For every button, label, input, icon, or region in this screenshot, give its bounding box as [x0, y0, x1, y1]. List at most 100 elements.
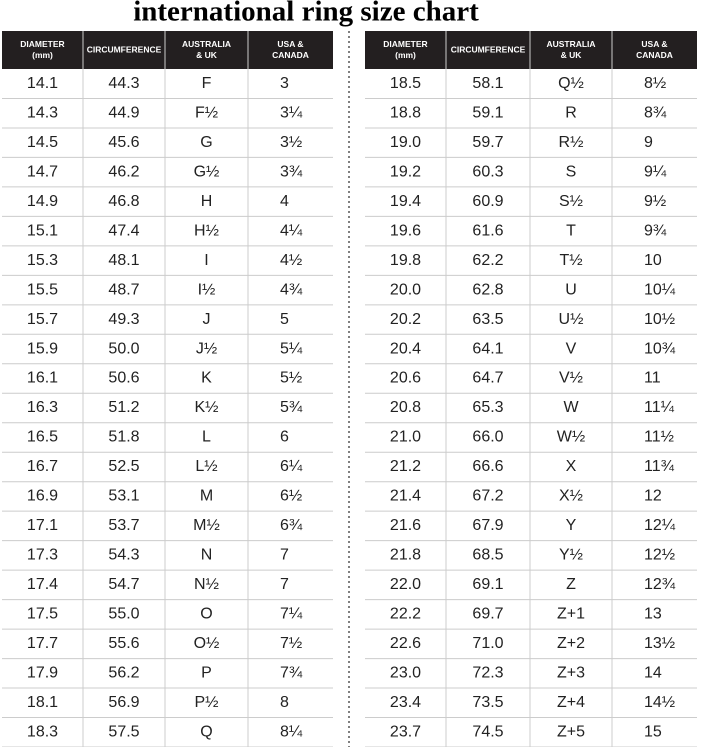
- cell: 61.6: [472, 222, 503, 239]
- cell: 50.0: [108, 340, 139, 357]
- cell: 23.0: [390, 665, 421, 682]
- cell: K: [201, 370, 212, 387]
- cell: 64.7: [472, 370, 503, 387]
- cell: L: [202, 429, 211, 446]
- cell: Q½: [558, 75, 584, 92]
- header-cell: (mm): [32, 50, 53, 60]
- cell: R½: [559, 134, 584, 151]
- cell: 56.2: [108, 665, 139, 682]
- cell: H½: [194, 222, 219, 239]
- cell: K½: [194, 399, 218, 416]
- cell: 67.2: [472, 488, 503, 505]
- cell: 7¼: [280, 606, 303, 623]
- cell: 47.4: [108, 222, 139, 239]
- cell: 12¾: [644, 576, 676, 593]
- cell: 53.1: [108, 488, 139, 505]
- cell: 66.6: [472, 458, 503, 475]
- cell: N: [201, 547, 213, 564]
- cell: 12: [644, 488, 662, 505]
- cell: 3: [280, 75, 289, 92]
- cell: 7: [280, 547, 289, 564]
- cell: 12¼: [644, 517, 676, 534]
- cell: 23.7: [390, 723, 421, 740]
- cell: 69.1: [472, 576, 503, 593]
- cell: 14.7: [27, 163, 58, 180]
- cell: 16.3: [27, 399, 58, 416]
- cell: 5¾: [280, 399, 303, 416]
- cell: 14.1: [27, 75, 58, 92]
- cell: 6¾: [280, 517, 303, 534]
- cell: 54.7: [108, 576, 139, 593]
- cell: 19.6: [390, 222, 421, 239]
- header-cell: & UK: [561, 50, 583, 60]
- cell: 16.9: [27, 488, 58, 505]
- cell: 8: [280, 694, 289, 711]
- cell: O½: [194, 635, 220, 652]
- cell: 19.0: [390, 134, 421, 151]
- cell: Z+2: [557, 635, 585, 652]
- cell: 48.7: [108, 281, 139, 298]
- header-cell: DIAMETER: [20, 39, 64, 49]
- cell: F½: [195, 104, 218, 121]
- cell: 21.4: [390, 488, 421, 505]
- cell: 53.7: [108, 517, 139, 534]
- cell: U: [565, 281, 577, 298]
- cell: 20.4: [390, 340, 421, 357]
- cell: 60.9: [472, 193, 503, 210]
- cell: 56.9: [108, 694, 139, 711]
- cell: 10½: [644, 311, 675, 328]
- cell: 4¼: [280, 222, 303, 239]
- cell: 20.0: [390, 281, 421, 298]
- cell: 49.3: [108, 311, 139, 328]
- cell: 10: [644, 252, 662, 269]
- cell: 19.4: [390, 193, 421, 210]
- cell: Q: [200, 723, 212, 740]
- cell: 55.0: [108, 606, 139, 623]
- cell: Y½: [559, 547, 583, 564]
- cell: G: [200, 134, 212, 151]
- header-cell: CANADA: [636, 50, 673, 60]
- cell: 16.7: [27, 458, 58, 475]
- header-row: [365, 31, 697, 69]
- cell: J½: [196, 340, 217, 357]
- cell: 18.3: [27, 723, 58, 740]
- cell: 63.5: [472, 311, 503, 328]
- cell: W½: [557, 429, 585, 446]
- cell: 59.1: [472, 104, 503, 121]
- cell: 7½: [280, 635, 302, 652]
- cell: 15.9: [27, 340, 58, 357]
- cell: 20.8: [390, 399, 421, 416]
- cell: 65.3: [472, 399, 503, 416]
- cell: 15: [644, 723, 662, 740]
- cell: 22.6: [390, 635, 421, 652]
- cell: 13: [644, 606, 662, 623]
- cell: 11¾: [644, 458, 675, 475]
- cell: 15.3: [27, 252, 58, 269]
- cell: 19.8: [390, 252, 421, 269]
- cell: M½: [193, 517, 220, 534]
- header-cell: USA &: [641, 39, 667, 49]
- cell: S½: [559, 193, 583, 210]
- cell: 10¼: [644, 281, 676, 298]
- cell: 9¾: [644, 222, 667, 239]
- cell: 7¾: [280, 665, 303, 682]
- cell: U½: [559, 311, 584, 328]
- cell: Z+4: [557, 694, 585, 711]
- cell: 9¼: [644, 163, 667, 180]
- cell: 3¼: [280, 104, 303, 121]
- cell: 64.1: [472, 340, 503, 357]
- cell: 55.6: [108, 635, 139, 652]
- cell: V: [566, 340, 577, 357]
- cell: 58.1: [472, 75, 503, 92]
- cell: 9½: [644, 193, 666, 210]
- cell: 12½: [644, 547, 675, 564]
- cell: 20.2: [390, 311, 421, 328]
- cell: 17.1: [27, 517, 58, 534]
- cell: 17.3: [27, 547, 58, 564]
- cell: Z+3: [557, 665, 585, 682]
- cell: 5¼: [280, 340, 303, 357]
- cell: 17.9: [27, 665, 58, 682]
- header-cell: (mm): [395, 50, 416, 60]
- cell: 14.9: [27, 193, 58, 210]
